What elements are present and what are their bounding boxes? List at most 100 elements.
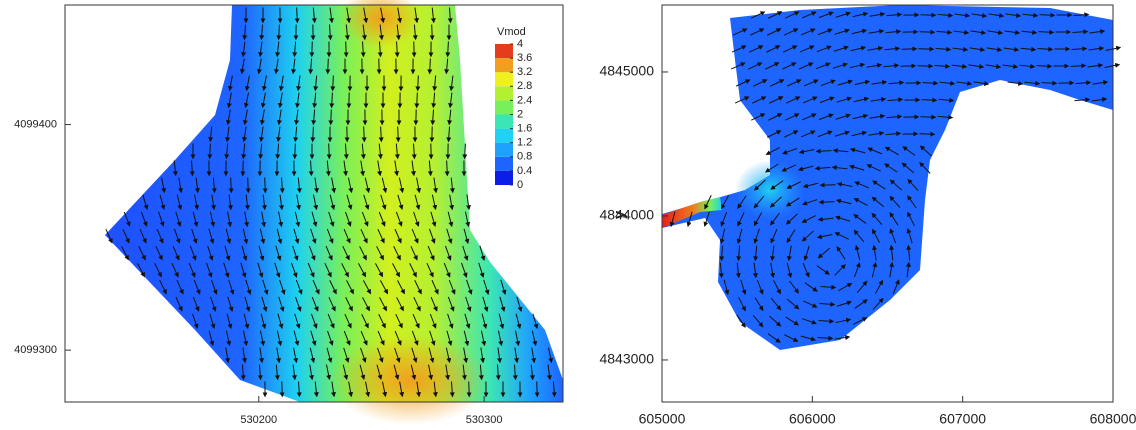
- flow-arrow: [764, 163, 779, 173]
- flow-arrow: [444, 160, 450, 177]
- flow-arrow: [308, 245, 316, 261]
- flow-arrow: [447, 7, 453, 24]
- flow-arrow: [241, 143, 247, 160]
- flow-arrow: [158, 211, 165, 227]
- flow-arrow: [159, 194, 166, 211]
- flow-arrow: [245, 279, 252, 295]
- flow-arrow: [954, 12, 971, 18]
- flow-arrow: [414, 194, 421, 211]
- colorbar-band: [495, 58, 513, 73]
- flow-arrow: [211, 194, 216, 211]
- flow-arrow: [871, 212, 883, 225]
- flow-arrow: [361, 24, 367, 41]
- flow-arrow: [956, 80, 973, 86]
- flow-arrow: [1071, 46, 1088, 52]
- flow-arrow: [818, 318, 835, 324]
- flow-arrow: [801, 230, 814, 242]
- flow-arrow: [329, 194, 336, 211]
- flow-arrow: [395, 24, 401, 41]
- flow-arrow: [750, 28, 765, 36]
- flow-arrow: [294, 296, 302, 312]
- flow-arrow: [241, 347, 247, 364]
- flow-arrow: [871, 80, 888, 85]
- flow-arrow: [416, 177, 422, 194]
- flow-arrow: [428, 228, 436, 244]
- flow-arrow: [242, 109, 248, 126]
- flow-arrow: [835, 198, 852, 205]
- flow-arrow: [802, 96, 818, 104]
- flow-arrow: [312, 194, 319, 211]
- flow-arrow: [818, 11, 834, 19]
- flow-arrow: [431, 92, 437, 109]
- flow-arrow: [276, 228, 283, 245]
- flow-arrow: [801, 318, 817, 325]
- flow-arrow: [445, 347, 452, 364]
- flow-arrow: [413, 296, 421, 312]
- flow-arrow: [394, 347, 401, 363]
- flow-arrow: [346, 280, 354, 295]
- flow-arrow: [324, 262, 332, 278]
- flow-arrow: [308, 160, 314, 177]
- flow-arrow: [1075, 80, 1092, 86]
- flow-arrow: [381, 177, 388, 194]
- flow-arrow: [228, 279, 235, 295]
- flow-arrow: [259, 24, 265, 41]
- flow-arrow: [432, 75, 438, 92]
- flow-arrow: [889, 195, 901, 208]
- flow-arrow: [866, 62, 883, 68]
- flow-arrow: [766, 45, 781, 53]
- flow-arrow: [482, 296, 489, 312]
- flow-arrow: [427, 160, 433, 177]
- flow-arrow: [817, 216, 834, 222]
- flow-arrow: [483, 279, 490, 295]
- flow-arrow: [973, 81, 990, 86]
- flow-arrow: [730, 62, 746, 70]
- flow-arrow: [723, 279, 730, 296]
- flow-arrow: [546, 364, 552, 381]
- flow-arrow: [836, 96, 852, 103]
- flow-arrow: [851, 130, 868, 137]
- flow-arrow: [770, 245, 776, 262]
- flow-arrow: [244, 75, 250, 92]
- flow-arrow: [854, 181, 870, 189]
- flow-arrow: [1037, 46, 1054, 52]
- flow-arrow: [748, 62, 763, 70]
- flow-arrow: [789, 280, 799, 294]
- flow-arrow: [296, 381, 302, 398]
- flow-arrow: [463, 347, 469, 364]
- flow-arrow: [833, 45, 849, 52]
- flow-arrow: [449, 75, 455, 92]
- flow-arrow: [853, 198, 868, 206]
- flow-arrow: [872, 180, 886, 190]
- flow-arrow: [293, 228, 300, 244]
- flow-arrow: [292, 245, 299, 261]
- flow-arrow: [765, 62, 780, 70]
- flow-arrow: [463, 228, 470, 245]
- flow-arrow: [207, 143, 213, 160]
- flow-arrow: [478, 262, 485, 278]
- flow-arrow: [465, 296, 472, 312]
- flow-arrow: [736, 228, 743, 245]
- flow-arrow: [449, 381, 455, 398]
- flow-arrow: [342, 364, 349, 381]
- flow-arrow: [820, 284, 837, 290]
- flow-arrow: [1039, 12, 1056, 18]
- flow-arrow: [156, 228, 164, 244]
- flow-arrow: [430, 109, 436, 126]
- flow-arrow: [749, 45, 764, 53]
- flow-arrow: [227, 194, 233, 211]
- flow-arrow: [834, 335, 851, 340]
- flow-arrow: [1003, 46, 1020, 52]
- flow-arrow: [411, 228, 419, 244]
- flow-field: [662, 5, 1113, 350]
- flow-arrow: [782, 45, 798, 53]
- flow-arrow: [987, 30, 1004, 35]
- colorbar-label: 4: [517, 38, 523, 50]
- flow-arrow: [172, 245, 180, 261]
- flow-arrow: [375, 263, 383, 278]
- flow-arrow: [462, 245, 469, 261]
- flow-arrow: [885, 131, 902, 137]
- flow-arrow: [529, 364, 535, 381]
- flow-arrow: [275, 245, 282, 261]
- flow-arrow: [244, 211, 250, 228]
